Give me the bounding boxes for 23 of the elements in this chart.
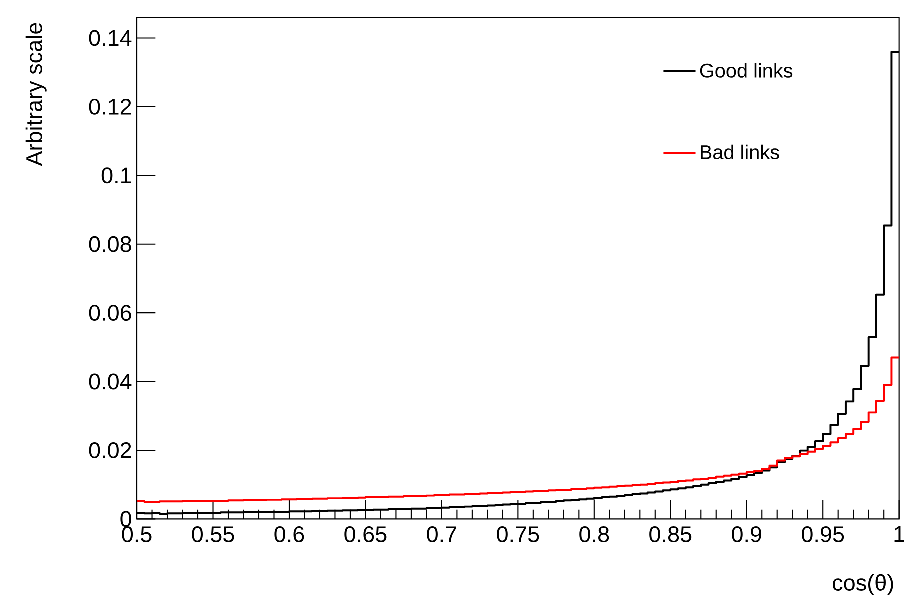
legend-label: Good links [700,63,793,78]
y-axis-title: Arbitrary scale [26,24,47,166]
x-tick-label: 1 [894,526,904,542]
y-tick-label: 0.08 [89,236,132,253]
x-tick-label: 0.7 [427,526,456,543]
y-tick-label: 0.14 [89,30,132,46]
y-tick-label: 0.02 [89,442,132,459]
y-tick-label: 0.04 [89,374,132,390]
y-tick-label: 0.1 [102,168,132,184]
y-tick-label: 0.06 [89,305,132,322]
x-tick-label: 0.8 [580,526,610,543]
legend-label: Bad links [701,145,780,160]
x-tick-label: 0.65 [344,526,387,543]
x-tick-label: 0.5 [122,526,152,543]
x-tick-label: 0.95 [802,526,844,543]
x-tick-label: 0.55 [192,526,234,543]
y-tick-label: 0.12 [89,99,132,116]
x-tick-label: 0.85 [650,526,692,543]
x-tick-label: 0.9 [732,526,762,543]
x-tick-label: 0.6 [274,526,304,543]
x-axis-title: cos(θ) [833,574,894,596]
y-tick-label: 0 [120,511,132,528]
x-tick-label: 0.75 [497,526,540,543]
